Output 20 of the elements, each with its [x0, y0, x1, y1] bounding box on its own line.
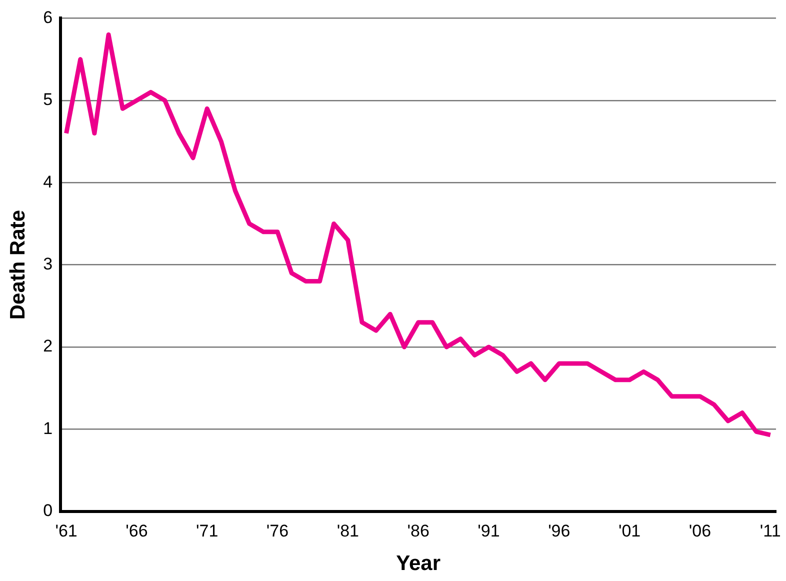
y-tick-label: 3	[43, 254, 53, 274]
x-tick-label: '91	[478, 521, 500, 540]
y-tick-label: 2	[43, 336, 53, 356]
y-axis-title: Death Rate	[6, 210, 30, 320]
y-tick-label: 1	[43, 418, 53, 438]
x-axis-title: Year	[396, 552, 441, 576]
x-tick-label: '06	[688, 521, 712, 540]
y-tick-label: 4	[43, 172, 53, 192]
y-tick-label: 6	[43, 8, 53, 27]
x-tick-label: '01	[618, 521, 641, 540]
x-tick-label: '81	[336, 521, 359, 540]
x-tick-label: '86	[407, 521, 430, 540]
y-tick-label: 5	[43, 90, 53, 110]
y-tick-label: 0	[43, 501, 53, 520]
x-tick-label: '76	[266, 521, 289, 540]
x-tick-label: '96	[548, 521, 570, 540]
x-tick-label: '11	[760, 521, 781, 540]
x-tick-label: '66	[126, 521, 148, 540]
x-tick-label: '61	[55, 521, 78, 540]
x-tick-label: '71	[196, 521, 218, 540]
